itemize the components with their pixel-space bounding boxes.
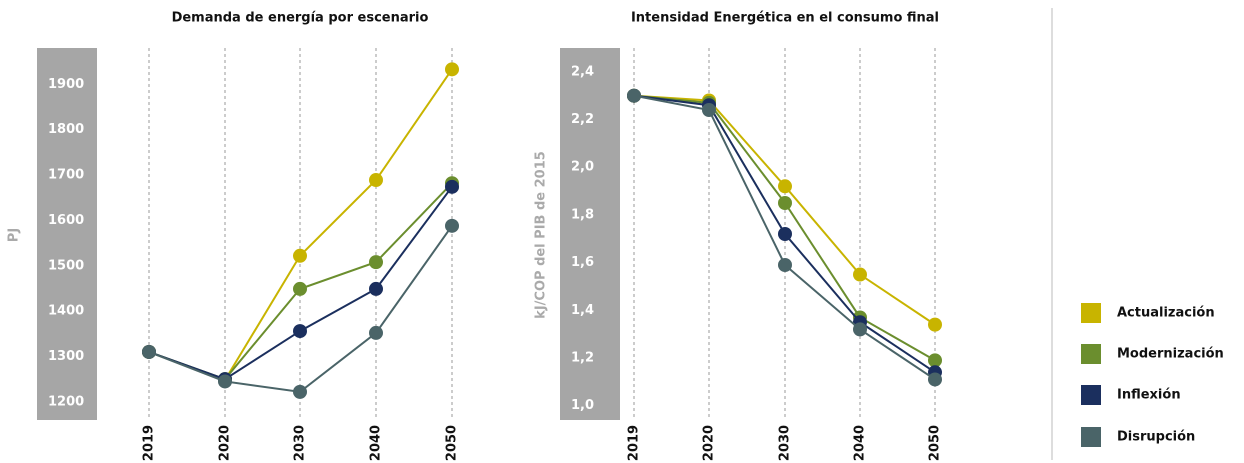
data-point	[445, 62, 459, 77]
y-tick-label: 2,0	[571, 160, 594, 175]
legend-label: Inflexión	[1117, 388, 1181, 403]
x-tick-label: 2030	[778, 425, 793, 461]
x-tick-label: 2020	[702, 425, 717, 461]
chart-title: Intensidad Energética en el consumo fina…	[631, 11, 939, 26]
data-point	[293, 248, 307, 263]
y-axis-label: kJ/COP del PIB de 2015	[534, 151, 549, 319]
x-tick-label: 2030	[293, 425, 308, 461]
data-point	[928, 353, 942, 368]
y-tick-label: 1700	[48, 168, 84, 183]
data-point	[293, 324, 307, 339]
y-tick-label: 2,2	[571, 112, 594, 127]
data-point	[445, 218, 459, 233]
data-point	[702, 103, 716, 117]
data-point	[142, 344, 156, 359]
y-tick-label: 1,0	[571, 398, 594, 413]
data-point	[853, 267, 867, 282]
data-point	[778, 258, 792, 272]
legend-label: Disrupción	[1117, 430, 1195, 445]
x-tick-label: 2050	[928, 425, 943, 461]
y-tick-label: 1,4	[571, 303, 594, 318]
legend-label: Actualización	[1117, 306, 1215, 321]
y-tick-label: 1,8	[571, 207, 594, 222]
data-point	[369, 255, 383, 270]
data-point	[293, 281, 307, 296]
legend-swatch	[1081, 427, 1101, 447]
data-point	[218, 374, 232, 389]
chart-title: Demanda de energía por escenario	[172, 11, 429, 26]
y-tick-label: 1400	[48, 304, 84, 319]
legend-swatch	[1081, 344, 1101, 364]
x-tick-label: 2019	[142, 425, 157, 461]
y-tick-label: 2,4	[571, 64, 594, 79]
y-axis-band	[560, 48, 620, 420]
data-point	[778, 227, 792, 241]
data-point	[853, 322, 867, 337]
x-tick-label: 2020	[218, 425, 233, 461]
data-point	[928, 317, 942, 332]
y-axis-band	[37, 48, 97, 420]
x-tick-label: 2040	[853, 425, 868, 461]
y-tick-label: 1200	[48, 394, 84, 409]
y-tick-label: 1600	[48, 213, 84, 228]
legend-swatch	[1081, 385, 1101, 405]
data-point	[928, 372, 942, 387]
x-tick-label: 2019	[627, 425, 642, 461]
data-point	[778, 179, 792, 194]
legend-label: Modernización	[1117, 347, 1224, 362]
data-point	[369, 325, 383, 340]
y-tick-label: 1800	[48, 122, 84, 137]
data-point	[778, 196, 792, 210]
data-point	[369, 173, 383, 188]
y-tick-label: 1,6	[571, 255, 594, 270]
data-point	[627, 88, 641, 103]
y-tick-label: 1500	[48, 258, 84, 273]
y-axis-label: PJ	[7, 228, 22, 242]
data-point	[445, 179, 459, 194]
x-tick-label: 2040	[369, 425, 384, 461]
legend-swatch	[1081, 303, 1101, 323]
y-tick-label: 1900	[48, 77, 84, 92]
y-tick-label: 1,2	[571, 351, 594, 366]
x-tick-label: 2050	[445, 425, 460, 461]
y-tick-label: 1300	[48, 349, 84, 364]
data-point	[369, 281, 383, 296]
data-point	[293, 384, 307, 399]
